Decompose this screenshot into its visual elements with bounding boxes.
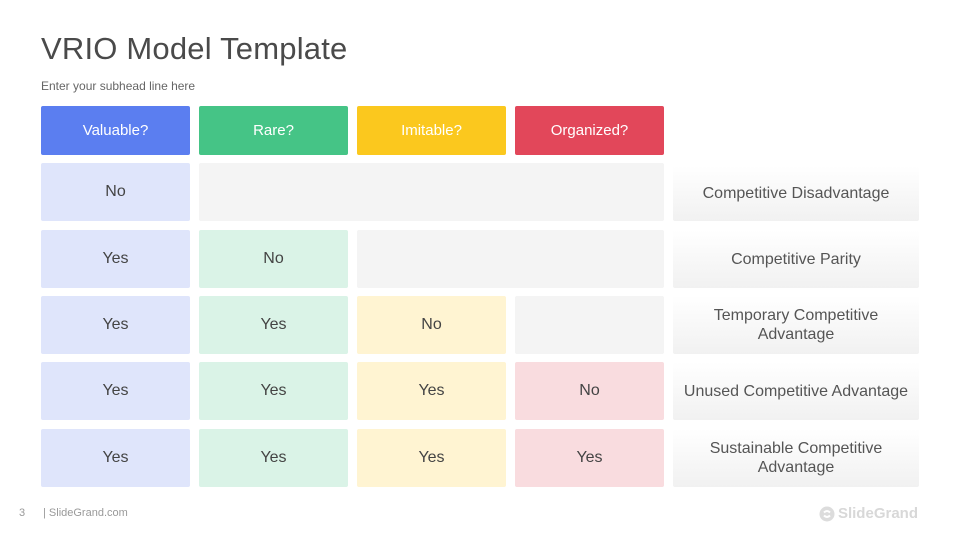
footer-site: | SlideGrand.com xyxy=(43,507,128,519)
header-imitable: Imitable? xyxy=(357,106,506,155)
cell-rare: No xyxy=(199,230,348,288)
cell-organized: Yes xyxy=(515,429,664,487)
header-rare: Rare? xyxy=(199,106,348,155)
outcome-cell: Competitive Disadvantage xyxy=(673,166,919,221)
outcome-cell: Competitive Parity xyxy=(673,230,919,288)
outcome-cell: Sustainable Competitive Advantage xyxy=(673,429,919,487)
empty-cell xyxy=(199,163,664,221)
cell-rare: Yes xyxy=(199,362,348,420)
outcome-cell: Unused Competitive Advantage xyxy=(673,362,919,420)
cell-imitable: Yes xyxy=(357,429,506,487)
slide-title: VRIO Model Template xyxy=(41,31,348,66)
cell-rare: Yes xyxy=(199,296,348,354)
outcome-cell: Temporary Competitive Advantage xyxy=(673,296,919,354)
cell-rare: Yes xyxy=(199,429,348,487)
cell-imitable: Yes xyxy=(357,362,506,420)
cell-valuable: No xyxy=(41,163,190,221)
cell-valuable: Yes xyxy=(41,296,190,354)
empty-cell xyxy=(357,230,664,288)
cell-imitable: No xyxy=(357,296,506,354)
header-valuable: Valuable? xyxy=(41,106,190,155)
empty-cell xyxy=(515,296,664,354)
header-organized: Organized? xyxy=(515,106,664,155)
cell-organized: No xyxy=(515,362,664,420)
cell-valuable: Yes xyxy=(41,230,190,288)
brand-logo: SlideGrand xyxy=(819,505,918,522)
slide-subtitle: Enter your subhead line here xyxy=(41,79,196,93)
page-number: 3 xyxy=(19,507,26,519)
logo-text: SlideGrand xyxy=(837,505,918,522)
cell-valuable: Yes xyxy=(41,362,190,420)
slidegrand-logo-icon xyxy=(819,506,835,521)
cell-valuable: Yes xyxy=(41,429,190,487)
